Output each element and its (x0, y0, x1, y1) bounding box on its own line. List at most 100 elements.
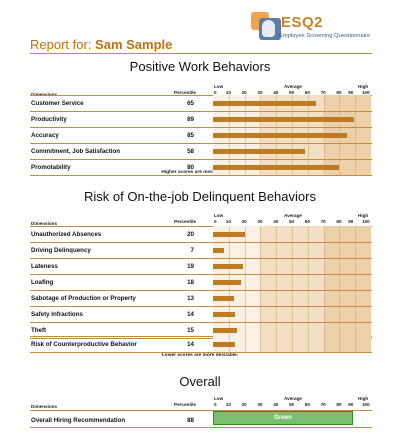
scale-tick-70: 70 (320, 402, 326, 407)
score-bar (213, 101, 316, 106)
scale-tick-50: 50 (289, 402, 295, 407)
scale-tick-60: 60 (304, 402, 310, 407)
percentile-value: 88 (187, 417, 194, 424)
scale-tick-20: 20 (241, 219, 247, 224)
scale-tick-0: 0 (214, 90, 217, 95)
row-divider (30, 143, 372, 144)
scale-tick-100: 100 (362, 219, 370, 224)
percentile-value: 13 (187, 295, 194, 302)
band-gridline (355, 336, 357, 352)
score-bar (213, 133, 348, 138)
band-gridline (323, 336, 325, 352)
percentile-value: 18 (187, 279, 194, 286)
logo-emblem-icon (249, 10, 283, 44)
dimension-name: Promotability (31, 164, 71, 171)
percentile-value: 20 (187, 231, 194, 238)
scale-average-label: Average (284, 396, 302, 401)
table-top-divider (30, 95, 372, 96)
dimension-name: Safety Infractions (31, 311, 83, 318)
logo-subtitle: Employee Screening Questionnaire (279, 33, 371, 39)
band-gridline (339, 336, 341, 352)
scale-tick-10: 10 (225, 90, 231, 95)
scale-tick-20: 20 (241, 90, 247, 95)
percentile-value: 89 (187, 116, 194, 123)
dimension-name: Loafing (31, 279, 54, 286)
score-bar (213, 149, 305, 154)
scale-tick-70: 70 (320, 219, 326, 224)
score-bar (213, 280, 242, 285)
scale-tick-10: 10 (225, 402, 231, 407)
dimensions-header: Dimensions (31, 404, 58, 409)
band-region (323, 226, 371, 338)
candidate-name: Sam Sample (95, 37, 173, 52)
scale-tick-40: 40 (273, 219, 279, 224)
row-divider (30, 258, 372, 259)
scale-tick-90: 90 (348, 219, 354, 224)
scale-low-label: Low (214, 396, 224, 401)
scale-tick-0: 0 (214, 402, 217, 407)
scale-tick-20: 20 (241, 402, 247, 407)
row-divider (30, 274, 372, 275)
score-bar (213, 117, 354, 122)
dimension-name: Commitment, Job Satisfaction (31, 148, 121, 155)
scale-tick-50: 50 (289, 90, 295, 95)
row-divider (30, 127, 372, 128)
scale-tick-90: 90 (348, 90, 354, 95)
scale-tick-40: 40 (273, 402, 279, 407)
row-divider (30, 427, 372, 428)
dimension-name: Accuracy (31, 132, 59, 139)
dimensions-header: Dimensions (31, 92, 57, 97)
band-gridline (260, 336, 262, 352)
score-bar (213, 328, 237, 333)
table-top-divider (30, 226, 372, 227)
row-divider (30, 352, 372, 353)
row-divider (30, 306, 372, 307)
report-title: Report for: Sam Sample (30, 37, 172, 52)
percentile-value: 80 (187, 164, 194, 171)
scale-tick-50: 50 (289, 219, 295, 224)
scale-average-label: Average (284, 213, 302, 218)
band-region (323, 336, 371, 352)
note-risk: Lower scores are more desirable. (161, 353, 239, 358)
row-divider (30, 111, 372, 112)
hiring-recommendation-bar (213, 411, 353, 425)
percentile-value: 7 (190, 247, 194, 254)
scale-tick-80: 80 (336, 90, 342, 95)
score-bar (213, 264, 244, 269)
dimension-name: Overall Hiring Recommendation (31, 417, 126, 424)
band-gridline (292, 226, 293, 338)
percentile-value: 14 (187, 311, 194, 318)
percentile-header: Percentile (174, 219, 196, 224)
percentile-value: 65 (187, 100, 194, 107)
band-gridline (355, 95, 357, 175)
summary-top-divider (30, 336, 372, 337)
score-bar (213, 165, 340, 170)
dimension-name: Productivity (31, 116, 67, 123)
scale-tick-0: 0 (214, 219, 217, 224)
row-divider (30, 322, 372, 323)
scale-high-label: High (358, 213, 369, 218)
scale-tick-90: 90 (348, 402, 354, 407)
header-divider (30, 53, 372, 54)
band-gridline (339, 226, 341, 338)
band-region (213, 336, 261, 352)
score-band (213, 226, 371, 338)
score-bar (213, 342, 236, 347)
scale-tick-30: 30 (257, 219, 263, 224)
scale-high-label: High (358, 396, 369, 401)
scale-tick-80: 80 (336, 219, 342, 224)
dimension-name: Theft (31, 327, 47, 334)
scale-tick-60: 60 (304, 219, 310, 224)
scale-tick-30: 30 (257, 90, 263, 95)
band-gridline (276, 226, 278, 338)
dimensions-header: Dimensions (31, 221, 58, 226)
percentile-value: 58 (187, 148, 194, 155)
band-region (260, 226, 324, 338)
score-bar (213, 296, 234, 301)
scale-tick-30: 30 (257, 402, 263, 407)
scale-high-label: High (358, 84, 369, 89)
percentile-header: Percentile (174, 402, 196, 407)
band-gridline (292, 336, 293, 352)
dimension-name: Risk of Counterproductive Behavior (31, 341, 137, 348)
scale-tick-70: 70 (320, 90, 326, 95)
